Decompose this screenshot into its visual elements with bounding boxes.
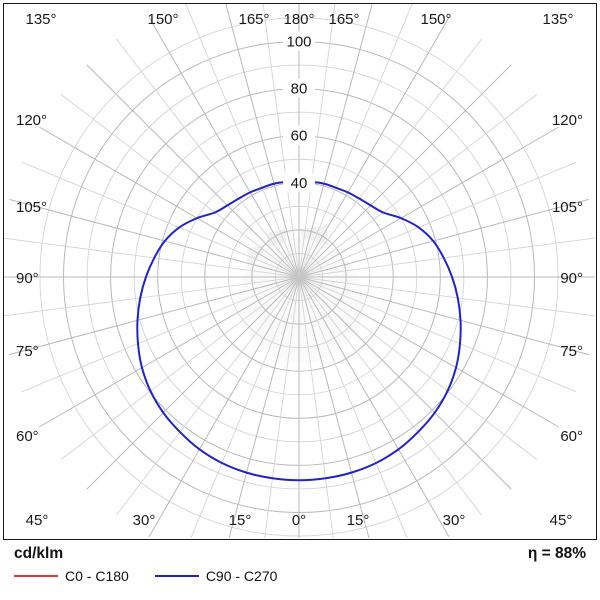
axis-labels: 100 80 60 40 135° 150° 165° 180° 165° 150° 135° 45°…: [16, 11, 583, 529]
legend-item-c90-c270: C90 - C270: [154, 568, 278, 584]
angle-label-bottom: 0°: [292, 512, 306, 529]
legend-label-c90-c270: C90 - C270: [205, 568, 278, 584]
radial-tick-label: 100: [286, 34, 311, 51]
angle-label-bottom: 15°: [347, 512, 370, 529]
legend-area: cd/klm η = 88% C0 - C180 C90 - C270: [0, 540, 600, 600]
watermark: [239, 225, 363, 363]
legend-swatch-c0-c180: [14, 575, 58, 577]
angle-label-top: 150°: [420, 11, 451, 28]
angle-label-top: 135°: [25, 11, 56, 28]
units-label: cd/klm: [14, 545, 64, 562]
radial-tick-label: 40: [291, 175, 308, 192]
angle-label-bottom: 30°: [443, 512, 466, 529]
angle-label-left: 120°: [16, 112, 47, 129]
legend-entries: C0 - C180 C90 - C270: [14, 568, 277, 584]
efficiency-label: η = 88%: [527, 545, 586, 562]
radial-tick-label: 60: [291, 128, 308, 145]
legend-item-c0-c180: C0 - C180: [14, 568, 129, 584]
angle-label-left: 105°: [16, 199, 47, 216]
angle-label-bottom: 15°: [229, 512, 252, 529]
angle-label-left: 60°: [16, 428, 39, 445]
angle-label-bottom: 45°: [26, 512, 49, 529]
angle-label-top: 180°: [283, 11, 314, 28]
angle-label-top: 135°: [542, 11, 573, 28]
distribution-curves: [136, 181, 462, 482]
radial-tick-label: 80: [291, 81, 308, 98]
angle-label-right: 105°: [552, 199, 583, 216]
angle-label-bottom: 30°: [133, 512, 156, 529]
angle-label-right: 60°: [560, 428, 583, 445]
angle-label-top: 165°: [328, 11, 359, 28]
angle-label-right: 75°: [560, 343, 583, 360]
angle-label-top: 165°: [238, 11, 269, 28]
angle-label-left: 90°: [16, 270, 39, 287]
angle-label-left: 75°: [16, 343, 39, 360]
curve-c90-c270: [136, 181, 462, 482]
legend-swatch-c90-c270: [154, 575, 199, 577]
polar-plot-svg: 100 80 60 40 135° 150° 165° 180° 165° 150° 135° 45°…: [4, 4, 595, 538]
angle-label-bottom: 45°: [550, 512, 573, 529]
angle-label-right: 90°: [560, 270, 583, 287]
angle-label-right: 120°: [552, 112, 583, 129]
angle-label-top: 150°: [147, 11, 178, 28]
plot-frame: 100 80 60 40 135° 150° 165° 180° 165° 150° 135° 45°…: [3, 3, 597, 540]
polar-grid: [4, 4, 595, 538]
legend-label-c0-c180: C0 - C180: [65, 568, 129, 584]
